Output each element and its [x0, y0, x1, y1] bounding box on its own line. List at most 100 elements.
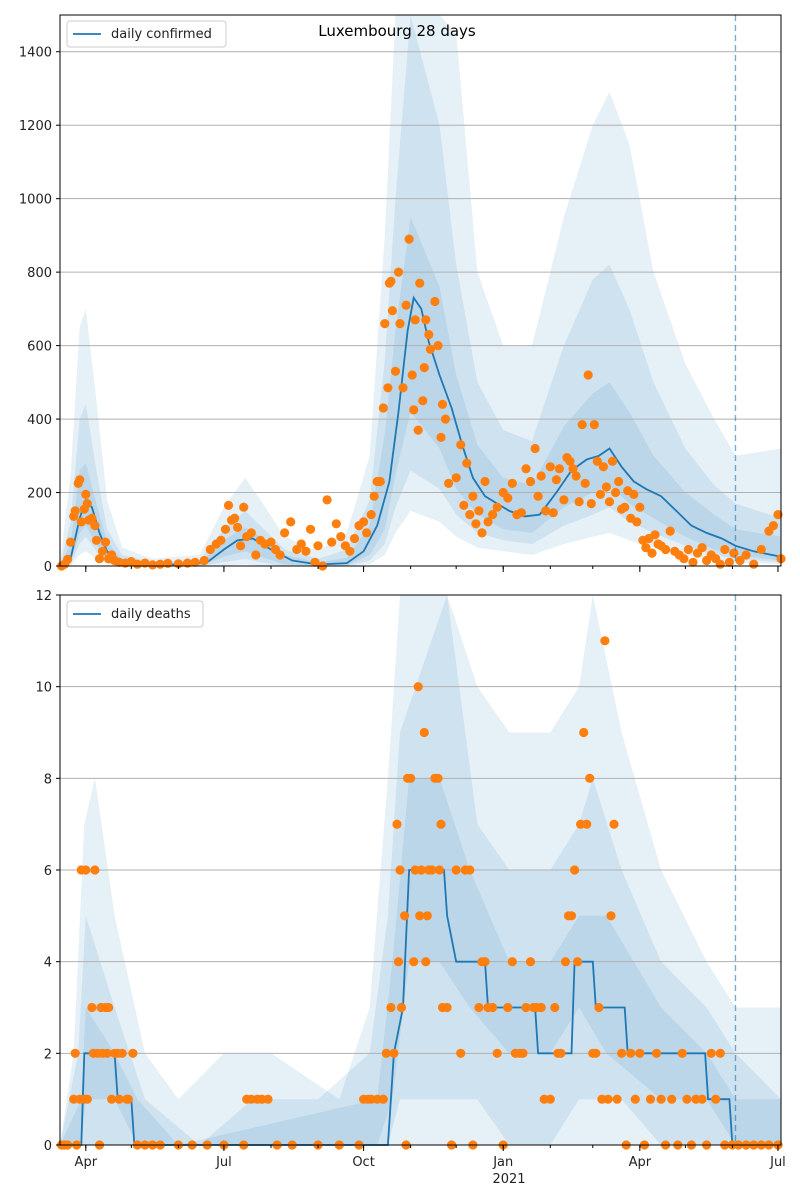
- deaths-y-tick-label: 10: [35, 681, 52, 696]
- confirmed-data-point: [425, 344, 435, 354]
- confirmed-data-point: [568, 464, 578, 474]
- deaths-data-point: [123, 1094, 133, 1104]
- confirmed-data-point: [554, 464, 565, 474]
- deaths-data-point: [107, 1094, 117, 1104]
- confirmed-data-point: [604, 497, 615, 507]
- confirmed-y-tick-label: 0: [44, 560, 52, 575]
- confirmed-data-point: [393, 267, 404, 277]
- confirmed-data-point: [386, 276, 396, 286]
- deaths-data-point: [609, 819, 619, 829]
- deaths-legend-box: [66, 600, 204, 628]
- confirmed-data-point: [720, 544, 730, 555]
- confirmed-data-point: [421, 315, 431, 325]
- confirmed-data-point: [595, 489, 606, 499]
- deaths-data-point: [585, 773, 595, 783]
- confirmed-data-point: [246, 528, 256, 538]
- deaths-x-tick-label: Jul: [215, 1155, 232, 1170]
- confirmed-data-point: [607, 456, 618, 466]
- confirmed-data-point: [525, 476, 536, 487]
- confirmed-data-point: [81, 489, 91, 499]
- confirmed-data-point: [100, 537, 111, 547]
- confirmed-data-point: [436, 432, 446, 442]
- confirmed-data-point: [635, 502, 645, 512]
- confirmed-data-point: [641, 543, 651, 553]
- confirmed-data-point: [749, 559, 759, 569]
- confirmed-data-point: [741, 550, 751, 560]
- deaths-data-point: [480, 957, 490, 967]
- confirmed-data-point: [559, 495, 569, 505]
- confirmed-data-point: [444, 478, 454, 488]
- deaths-data-point: [518, 1048, 528, 1058]
- confirmed-data-point: [533, 491, 543, 501]
- confirmed-band-2: [60, 217, 781, 566]
- deaths-data-point: [507, 957, 517, 967]
- confirmed-data-point: [545, 462, 555, 472]
- confirmed-x-ticks: [85, 566, 779, 572]
- deaths-data-point: [436, 819, 446, 829]
- confirmed-data-point: [483, 517, 493, 527]
- confirmed-data-point: [404, 234, 414, 244]
- deaths-y-tick-label: 12: [35, 589, 52, 604]
- deaths-data-point: [416, 865, 426, 875]
- deaths-data-point: [81, 865, 91, 875]
- confirmed-data-point: [220, 524, 231, 534]
- deaths-data-point: [396, 1002, 407, 1013]
- confirmed-data-point: [586, 499, 596, 509]
- confirmed-data-point: [474, 506, 484, 516]
- confirmed-data-point: [286, 517, 296, 527]
- deaths-panel: 0 2 4 6 8 10 12 Apr Jul Oct Jan Apr Jul 2021 daily …: [35, 589, 785, 1187]
- confirmed-data-point: [280, 528, 290, 538]
- confirmed-band-0: [60, 15, 781, 566]
- deaths-data-point: [550, 1002, 560, 1013]
- confirmed-data-point: [313, 541, 323, 551]
- confirmed-data-point: [773, 509, 783, 520]
- confirmed-data-point: [688, 557, 698, 567]
- deaths-data-point: [82, 1094, 92, 1104]
- deaths-data-point: [433, 773, 443, 783]
- confirmed-data-point: [661, 544, 671, 555]
- confirmed-data-point: [647, 548, 657, 558]
- deaths-data-point: [570, 865, 580, 875]
- deaths-data-point: [378, 1094, 388, 1104]
- deaths-legend: daily deaths: [66, 600, 204, 628]
- deaths-data-point: [492, 1048, 502, 1058]
- confirmed-data-point: [488, 509, 498, 520]
- deaths-data-point: [263, 1094, 273, 1104]
- deaths-data-point: [603, 1094, 613, 1104]
- deaths-data-point: [525, 957, 536, 967]
- confirmed-data-point: [516, 508, 527, 518]
- confirmed-data-point: [601, 482, 612, 492]
- confirmed-data-point: [90, 521, 100, 531]
- deaths-data-point: [715, 1048, 725, 1058]
- confirmed-data-point: [471, 519, 481, 529]
- deaths-data-point: [503, 1002, 513, 1013]
- confirmed-data-point: [468, 491, 478, 501]
- confirmed-data-point: [620, 502, 630, 512]
- deaths-data-point: [90, 865, 100, 875]
- deaths-data-point: [606, 911, 616, 921]
- confirmed-axes-frame: [59, 14, 782, 567]
- confirmed-data-point: [565, 456, 575, 466]
- confirmed-data-point: [451, 473, 461, 483]
- confirmed-data-point: [182, 558, 193, 568]
- deaths-data-point: [422, 911, 432, 921]
- deaths-data-point: [656, 1094, 666, 1104]
- confirmed-legend: daily confirmed: [66, 20, 227, 48]
- confirmed-data-point: [756, 544, 766, 555]
- deaths-data-point: [667, 1094, 677, 1104]
- confirmed-data-point: [233, 522, 243, 533]
- confirmed-data-point: [465, 509, 475, 520]
- deaths-data-point: [677, 1048, 687, 1058]
- confirmed-data-point: [236, 541, 246, 551]
- confirmed-data-point: [410, 315, 420, 325]
- confirmed-data-point: [362, 528, 372, 538]
- confirmed-data-point: [140, 558, 150, 568]
- deaths-y-ticks: 0 2 4 6 8 10 12: [35, 589, 60, 1154]
- deaths-data-point: [393, 957, 404, 967]
- deaths-data-point: [617, 1048, 627, 1058]
- confirmed-panel: 0 200 400 600 800 1000 1200 1400 Luxembourg 28 …: [19, 14, 786, 575]
- confirmed-data-point: [230, 513, 240, 523]
- confirmed-data-point: [418, 396, 428, 406]
